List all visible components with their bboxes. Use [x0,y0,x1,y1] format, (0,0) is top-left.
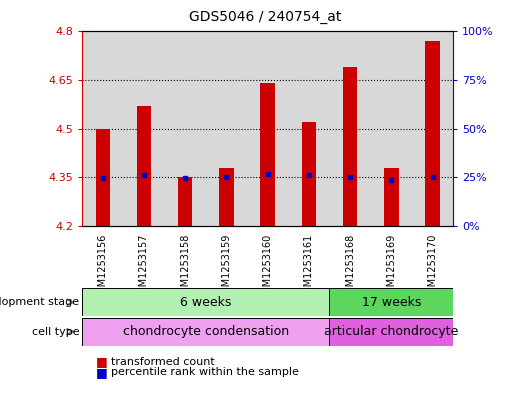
Text: percentile rank within the sample: percentile rank within the sample [111,367,299,377]
Text: articular chondrocyte: articular chondrocyte [324,325,458,338]
Text: chondrocyte condensation: chondrocyte condensation [123,325,289,338]
Bar [165,31,206,226]
Bar [302,122,316,226]
Bar [343,67,357,226]
Bar [95,129,110,226]
Text: transformed count: transformed count [111,356,215,367]
Bar [330,31,370,226]
Text: 17 weeks: 17 weeks [361,296,421,309]
Bar [384,167,399,226]
Bar [412,31,453,226]
Bar [206,31,247,226]
Bar [425,41,440,226]
Bar [82,31,123,226]
Bar [330,288,453,316]
Bar [178,177,192,226]
Bar [260,83,275,226]
Text: 6 weeks: 6 weeks [180,296,232,309]
Bar [82,288,330,316]
Bar [82,318,330,346]
Text: GDS5046 / 240754_at: GDS5046 / 240754_at [189,10,341,24]
Text: ■: ■ [95,355,107,368]
Bar [288,31,330,226]
Text: cell type: cell type [32,327,80,337]
Bar [219,167,234,226]
Bar [137,106,151,226]
Text: development stage: development stage [0,297,80,307]
Bar [247,31,288,226]
Bar [330,318,453,346]
Text: ■: ■ [95,365,107,379]
Bar [370,31,412,226]
Bar [123,31,165,226]
